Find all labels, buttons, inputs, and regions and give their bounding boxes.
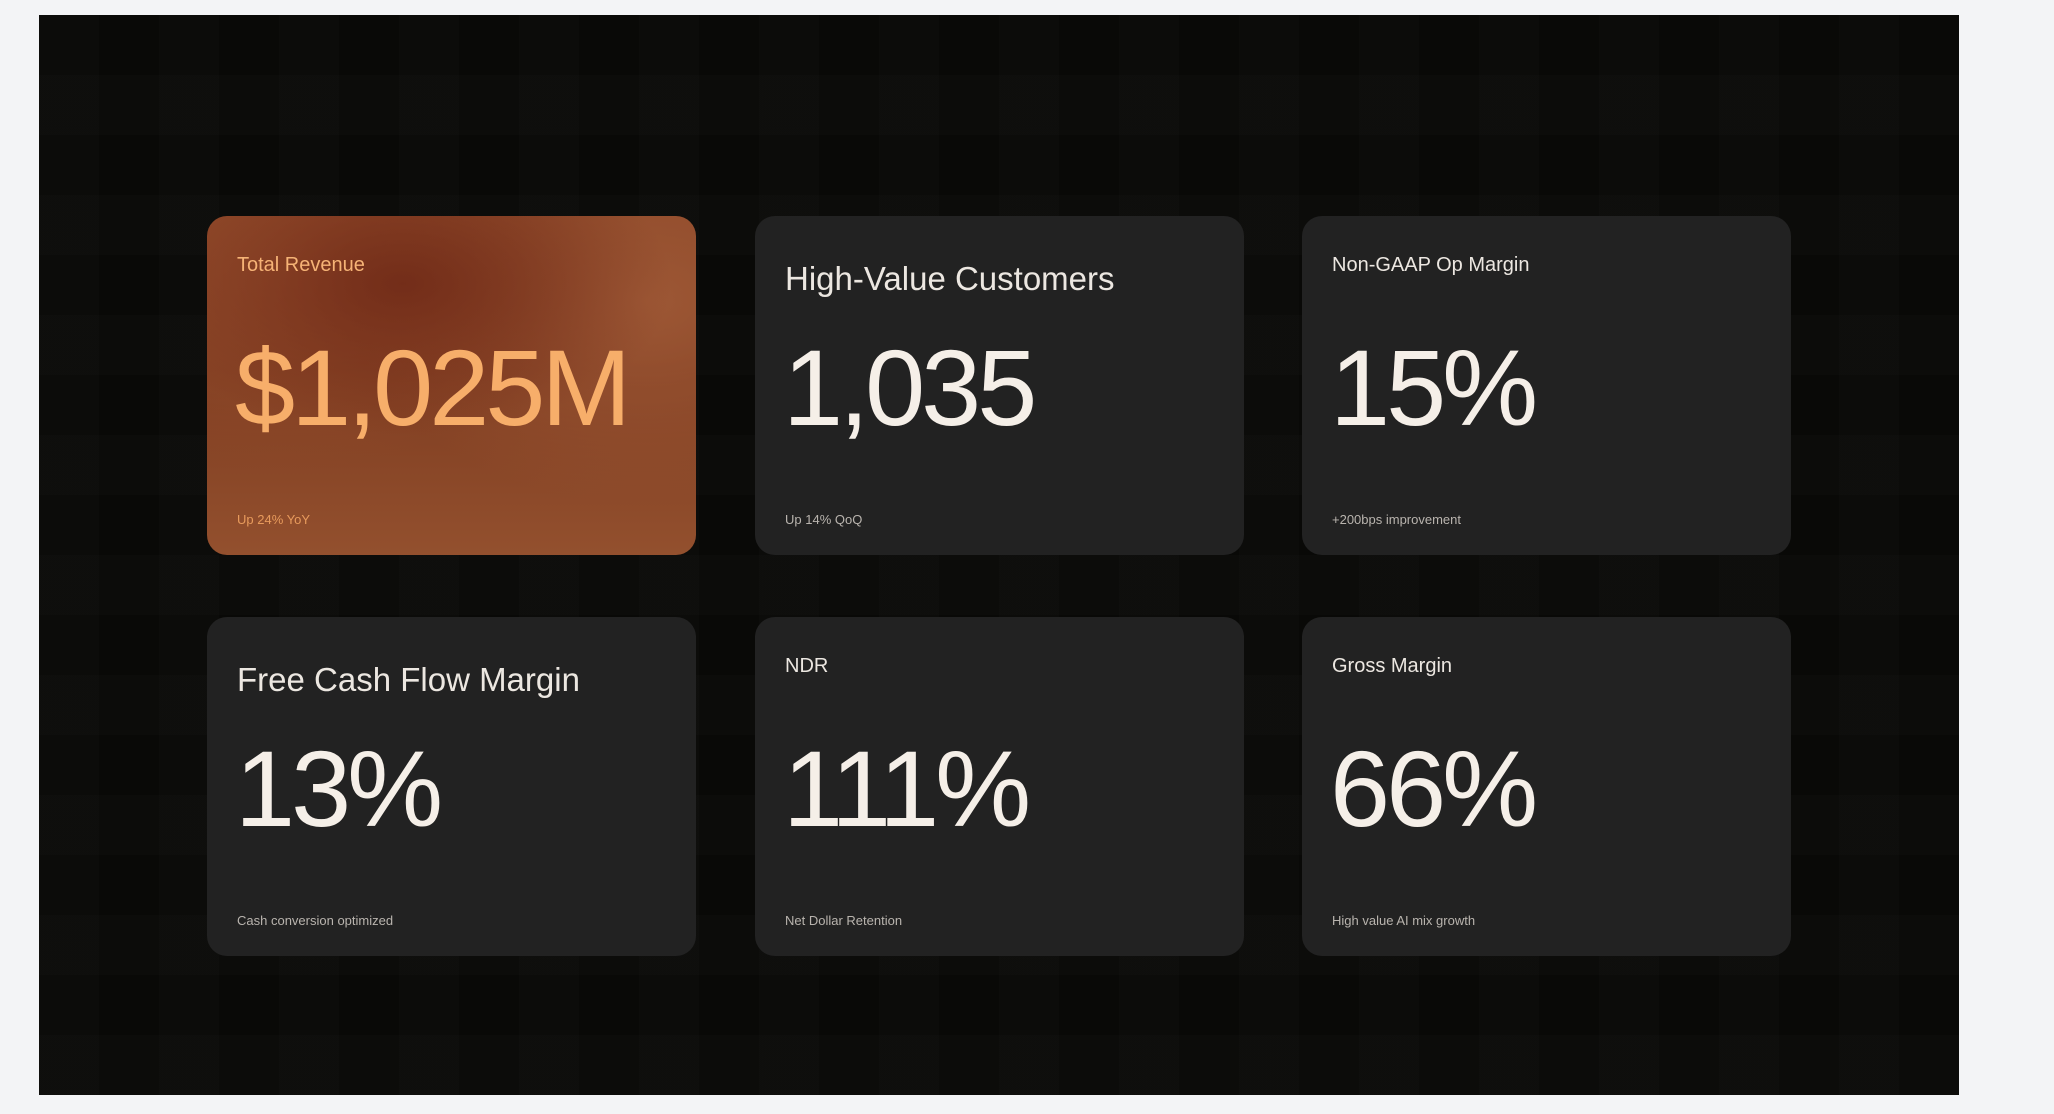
metric-value: 15% [1330,327,1538,448]
metric-note: Up 14% QoQ [785,512,863,527]
metric-note: Cash conversion optimized [237,913,394,928]
metric-value: 13% [235,728,443,849]
metric-card-total-revenue: Total Revenue $1,025M Up 24% YoY [207,216,696,555]
metric-card-non-gaap-op-margin: Non-GAAP Op Margin 15% +200bps improveme… [1302,216,1791,555]
metric-value: 66% [1330,728,1538,849]
metric-label: Non-GAAP Op Margin [1332,254,1530,276]
metric-note: Net Dollar Retention [785,913,903,928]
metrics-slide: Total Revenue $1,025M Up 24% YoY High-Va… [39,15,1959,1095]
metric-label: Free Cash Flow Margin [237,661,580,698]
metric-note: High value AI mix growth [1332,913,1476,928]
metric-note: +200bps improvement [1332,512,1461,527]
metric-card-ndr: NDR 111% Net Dollar Retention [755,617,1244,956]
metric-value: 1,035 [783,327,1037,448]
metric-card-high-value-customers: High-Value Customers 1,035 Up 14% QoQ [755,216,1244,555]
metric-value: $1,025M [235,327,631,448]
metric-note: Up 24% YoY [237,512,311,527]
metric-card-gross-margin: Gross Margin 66% High value AI mix growt… [1302,617,1791,956]
metric-label: High-Value Customers [785,260,1115,297]
metric-card-free-cash-flow-margin: Free Cash Flow Margin 13% Cash conversio… [207,617,696,956]
metric-label: NDR [785,655,829,677]
metric-value: 111% [783,728,1031,849]
metric-label: Total Revenue [237,254,365,276]
metric-label: Gross Margin [1332,655,1453,677]
